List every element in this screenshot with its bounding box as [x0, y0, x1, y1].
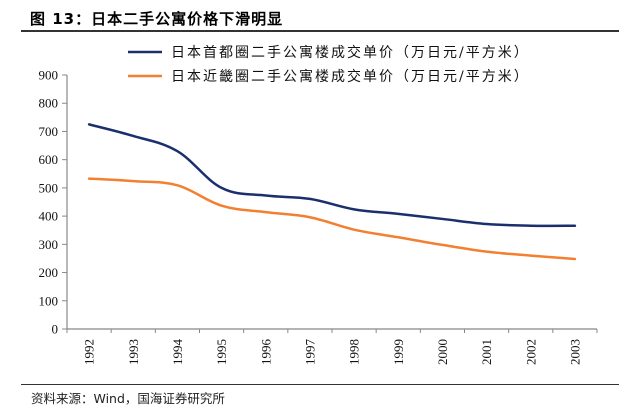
x-tick-label: 1992 [82, 339, 97, 365]
x-tick-label: 1999 [391, 339, 406, 365]
x-tick-label: 1994 [170, 339, 185, 366]
y-tick-label: 900 [39, 68, 59, 83]
y-tick-label: 400 [39, 209, 59, 224]
x-tick-label: 1993 [126, 339, 141, 365]
x-tick-label: 1995 [214, 339, 229, 365]
x-tick-label: 2003 [567, 339, 582, 365]
series-line-2 [87, 177, 577, 261]
x-axis: 1992 1993 1994 1995 1996 1997 1998 1999 2000 2001… [66, 328, 598, 366]
title-rule [21, 30, 619, 32]
y-tick-label: 800 [39, 96, 59, 111]
y-tick-label: 700 [39, 124, 59, 139]
y-tick-label: 600 [39, 152, 59, 167]
x-tick-label: 2001 [479, 339, 494, 365]
y-tick-label: 100 [39, 293, 59, 308]
series-lines [87, 123, 577, 261]
y-tick-label: 200 [39, 265, 59, 280]
x-tick-label: 2000 [435, 339, 450, 365]
series-line-1 [87, 123, 577, 228]
legend-label-2: 日本近畿圈二手公寓楼成交单价（万日元/平方米） [171, 68, 530, 85]
source-note: 资料来源：Wind，国海证券研究所 [31, 391, 225, 406]
x-tick-label: 1996 [258, 339, 273, 366]
y-axis: 0 100 200 300 400 500 600 700 800 900 [39, 68, 68, 337]
x-tick-label: 1997 [302, 339, 317, 366]
x-tick-label: 2002 [523, 339, 538, 365]
y-tick-label: 0 [52, 322, 59, 337]
source-rule [21, 384, 619, 385]
figure-title: 图 13：日本二手公寓价格下滑明显 [30, 10, 284, 28]
y-tick-label: 500 [39, 180, 59, 195]
y-tick-label: 300 [39, 237, 59, 252]
legend-label-1: 日本首都圈二手公寓楼成交单价（万日元/平方米） [171, 44, 530, 61]
legend: 日本首都圈二手公寓楼成交单价（万日元/平方米） 日本近畿圈二手公寓楼成交单价（万日… [128, 44, 530, 85]
x-tick-label: 1998 [347, 339, 362, 365]
